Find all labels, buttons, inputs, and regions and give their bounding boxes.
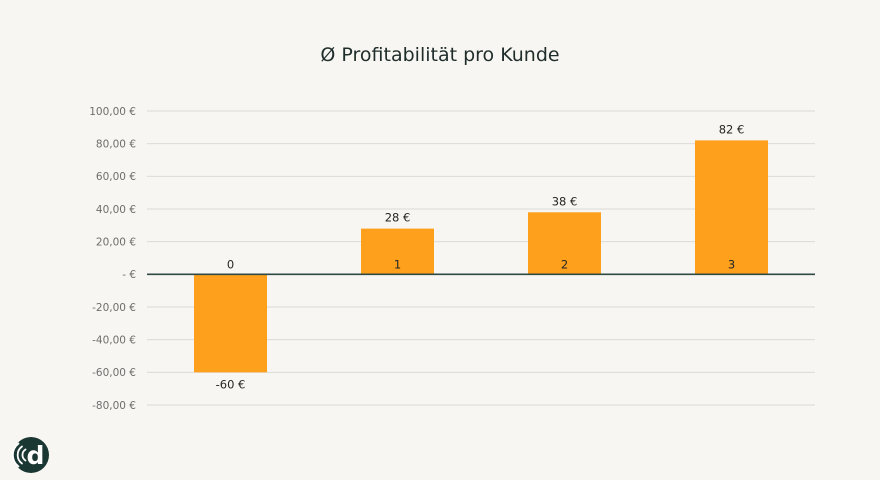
y-tick-label: 80,00 € <box>96 138 136 150</box>
y-tick-label: -60,00 € <box>92 367 136 379</box>
bar-3 <box>695 140 768 275</box>
value-label: 82 € <box>719 122 745 136</box>
y-axis-tick-labels: 100,00 € 80,00 € 60,00 € 40,00 € 20,00 € - € -… <box>89 106 136 412</box>
logo-letter: d <box>27 441 45 470</box>
category-label: 1 <box>394 257 401 271</box>
bar-2 <box>528 212 601 275</box>
y-tick-label: 60,00 € <box>96 171 136 183</box>
y-tick-label: 100,00 € <box>89 106 136 118</box>
bar-0 <box>194 274 267 373</box>
chart-title: Ø Profitabilität pro Kunde <box>320 44 559 66</box>
y-tick-label: - € <box>122 269 136 281</box>
bar-1 <box>361 228 434 275</box>
y-tick-label: 20,00 € <box>96 236 136 248</box>
category-label: 3 <box>728 257 735 271</box>
y-tick-label: -40,00 € <box>92 334 136 346</box>
brand-logo: d <box>12 437 49 473</box>
value-label: 28 € <box>385 211 411 225</box>
value-label: -60 € <box>216 377 246 391</box>
category-label: 2 <box>561 257 568 271</box>
bars <box>194 140 768 373</box>
category-label: 0 <box>227 257 234 271</box>
value-label: 38 € <box>552 194 578 208</box>
y-tick-label: -80,00 € <box>92 400 136 412</box>
y-tick-label: -20,00 € <box>92 302 136 314</box>
signal-d-logo-icon <box>12 442 27 468</box>
y-tick-label: 40,00 € <box>96 204 136 216</box>
bar-labels: -60 € 0 28 € 1 38 € 2 82 € 3 <box>216 122 745 391</box>
